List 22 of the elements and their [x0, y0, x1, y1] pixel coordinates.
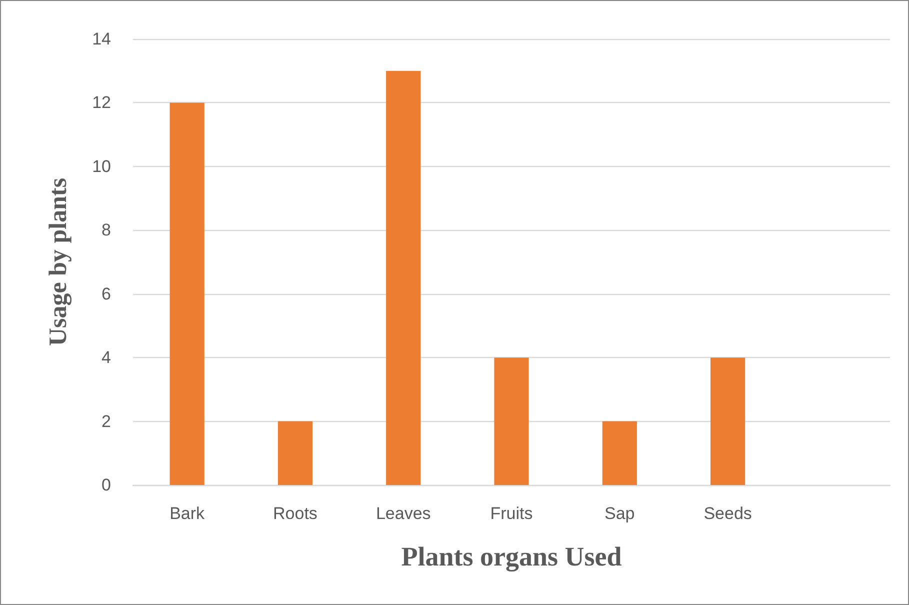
bar	[170, 102, 204, 485]
x-tick-label: Fruits	[490, 504, 533, 523]
y-tick-label: 10	[92, 156, 111, 176]
x-axis-title: Plants organs Used	[401, 542, 622, 572]
y-tick-label: 0	[102, 476, 111, 494]
x-tick-label: Leaves	[376, 504, 431, 523]
y-axis-title: Usage by plants	[45, 178, 72, 346]
y-tick-label: 12	[92, 93, 111, 112]
bar	[494, 358, 529, 485]
bar	[710, 358, 746, 485]
bar	[386, 70, 421, 485]
bar	[602, 421, 637, 485]
y-tick-label: 14	[92, 30, 111, 48]
x-tick-label: Sap	[604, 504, 635, 523]
y-tick-label: 4	[102, 348, 111, 368]
y-tick-label: 6	[102, 284, 111, 304]
x-tick-label: Seeds	[704, 504, 752, 523]
x-tick-label: Roots	[273, 504, 318, 523]
y-tick-label: 2	[102, 412, 111, 431]
y-tick-label: 8	[102, 220, 111, 240]
x-tick-label: Bark	[170, 504, 206, 523]
bar	[278, 421, 313, 485]
